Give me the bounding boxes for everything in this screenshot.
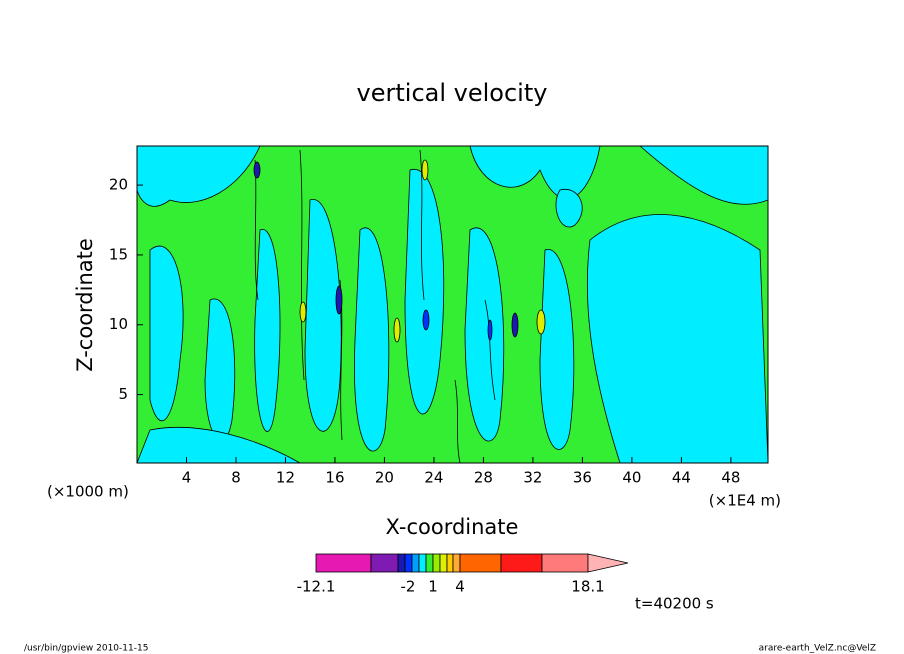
footer-right: arare-earth_VelZ.nc@VelZ <box>759 644 876 654</box>
footer-left: /usr/bin/gpview 2010-11-15 <box>24 644 148 654</box>
colorbar-label: -2 <box>401 578 416 596</box>
colorbar-label: 1 <box>428 578 438 596</box>
colorbar-segment <box>541 553 589 573</box>
colorbar-segment <box>500 553 543 573</box>
colorbar-segment <box>459 553 502 573</box>
colorbar-segment <box>452 553 461 573</box>
colorbar-segment <box>315 553 372 573</box>
colorbar-segment <box>446 553 454 573</box>
y-axis-label: Z-coordinate <box>73 238 97 372</box>
colorbar-segment <box>397 553 406 573</box>
x-tick-label: 28 <box>474 469 493 487</box>
x-tick-label: 4 <box>182 469 192 487</box>
y-tick-label: 20 <box>109 176 128 194</box>
plot-frame <box>136 145 769 464</box>
x-tick-label: 36 <box>573 469 592 487</box>
colorbar-label: 18.1 <box>571 578 604 596</box>
x-tick-label: 16 <box>325 469 344 487</box>
time-label: t=40200 s <box>635 595 714 613</box>
x-tick-label: 24 <box>424 469 443 487</box>
x-tick-label: 48 <box>721 469 740 487</box>
colorbar-segment <box>411 553 420 573</box>
colorbar-segment <box>432 553 441 573</box>
colorbar-label: -12.1 <box>297 578 336 596</box>
x-axis-label: X-coordinate <box>386 515 519 539</box>
x-unit-label: (×1000 m) <box>47 483 129 501</box>
chart-title: vertical velocity <box>357 79 548 107</box>
colorbar-segment <box>370 553 399 573</box>
x-tick-label: 32 <box>523 469 542 487</box>
x-tick-label: 8 <box>231 469 241 487</box>
colorbar-segment <box>404 553 413 573</box>
x-tick-label: 40 <box>622 469 641 487</box>
colorbar-label: 4 <box>455 578 465 596</box>
x-tick-label: 44 <box>672 469 691 487</box>
colorbar-segment <box>439 553 448 573</box>
y-tick-label: 10 <box>109 315 128 333</box>
y-tick-label: 15 <box>109 245 128 263</box>
x-scale-label: (×1E4 m) <box>709 492 781 510</box>
contour-field <box>137 146 768 463</box>
y-tick-label: 5 <box>118 385 128 403</box>
x-tick-label: 20 <box>375 469 394 487</box>
colorbar-extension <box>587 553 629 573</box>
colorbar-segment <box>425 553 434 573</box>
x-tick-label: 12 <box>276 469 295 487</box>
colorbar-segment <box>418 553 427 573</box>
